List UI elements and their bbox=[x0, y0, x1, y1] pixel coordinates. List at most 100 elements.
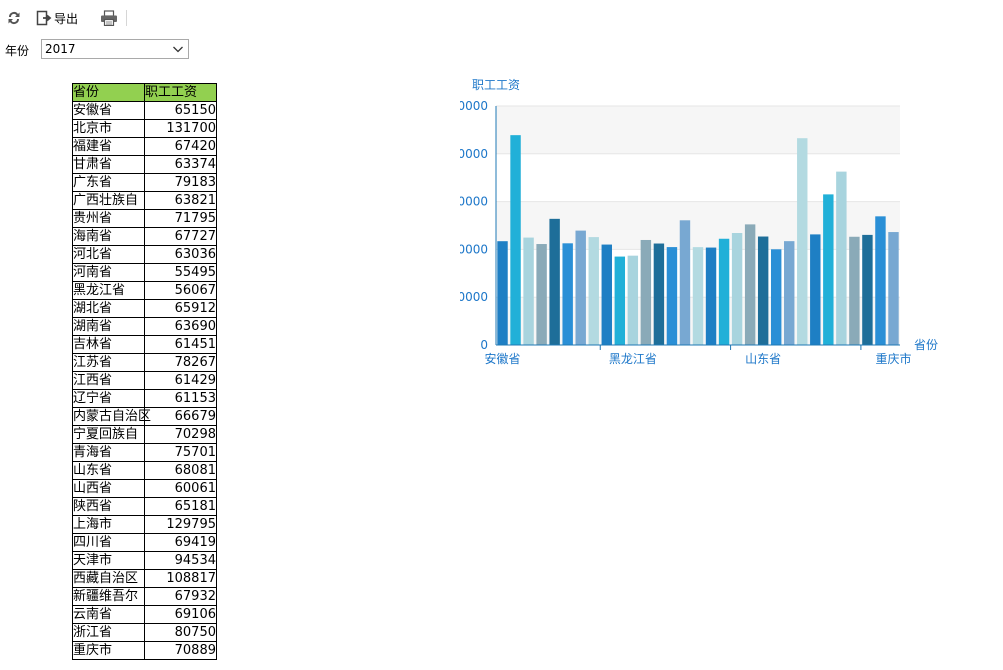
wage-cell: 69419 bbox=[144, 533, 217, 552]
bar bbox=[757, 236, 769, 345]
table-row: 北京市 131700 bbox=[72, 119, 217, 138]
table-row: 四川省 69419 bbox=[72, 533, 217, 552]
wage-cell: 94534 bbox=[144, 551, 217, 570]
bar bbox=[575, 230, 586, 345]
province-cell: 四川省 bbox=[72, 533, 145, 552]
data-table: 省份 职工工资 安徽省 65150 北京市 131700 福建省 67420 甘肃省 6337… bbox=[72, 83, 217, 660]
table-row: 河南省 55495 bbox=[72, 263, 217, 282]
table-row: 甘肃省 63374 bbox=[72, 155, 217, 174]
wage-cell: 61451 bbox=[144, 335, 217, 354]
table-row: 海南省 67727 bbox=[72, 227, 217, 246]
wage-cell: 67727 bbox=[144, 227, 217, 246]
year-select[interactable]: 2017 bbox=[41, 39, 189, 59]
table-row: 重庆市 70889 bbox=[72, 641, 217, 660]
bar bbox=[784, 241, 795, 345]
wage-cell: 65150 bbox=[144, 101, 217, 120]
y-tick-label: 150000 bbox=[460, 99, 488, 113]
y-tick-label: 0 bbox=[480, 338, 488, 352]
table-row: 安徽省 65150 bbox=[72, 101, 217, 120]
bar bbox=[836, 171, 847, 345]
year-filter-label: 年份 bbox=[5, 44, 30, 58]
bar bbox=[497, 241, 508, 345]
refresh-icon bbox=[8, 12, 20, 25]
bar bbox=[614, 256, 626, 345]
table-row: 福建省 67420 bbox=[72, 137, 217, 156]
wage-cell: 131700 bbox=[144, 119, 217, 138]
table-row: 吉林省 61451 bbox=[72, 335, 217, 354]
table-row: 山东省 68081 bbox=[72, 461, 217, 480]
wage-cell: 70889 bbox=[144, 641, 217, 660]
wage-cell: 80750 bbox=[144, 623, 217, 642]
wage-cell: 75701 bbox=[144, 443, 217, 462]
table-row: 天津市 94534 bbox=[72, 551, 217, 570]
bar bbox=[862, 234, 873, 345]
table-row: 河北省 63036 bbox=[72, 245, 217, 264]
wage-cell: 79183 bbox=[144, 173, 217, 192]
wage-cell: 60061 bbox=[144, 479, 217, 498]
table-row: 山西省 60061 bbox=[72, 479, 217, 498]
table-row: 青海省 75701 bbox=[72, 443, 217, 462]
print-button[interactable] bbox=[100, 7, 118, 29]
bar bbox=[744, 224, 756, 345]
province-cell: 江西省 bbox=[72, 371, 145, 390]
table-row: 云南省 69106 bbox=[72, 605, 217, 624]
province-cell: 吉林省 bbox=[72, 335, 145, 354]
province-cell: 云南省 bbox=[72, 605, 145, 624]
export-label: 导出 bbox=[54, 11, 79, 26]
x-tick-label: 黑龙江省 bbox=[609, 352, 657, 366]
wage-cell: 69106 bbox=[144, 605, 217, 624]
province-cell: 浙江省 bbox=[72, 623, 145, 642]
y-tick-label: 30000 bbox=[460, 290, 488, 304]
bar bbox=[692, 247, 704, 345]
province-cell: 广西壮族自 bbox=[72, 191, 145, 210]
province-cell: 湖北省 bbox=[72, 299, 145, 318]
export-button[interactable]: 导出 bbox=[36, 7, 78, 29]
table-row: 浙江省 80750 bbox=[72, 623, 217, 642]
province-cell: 山西省 bbox=[72, 479, 145, 498]
y-axis-title: 职工工资 bbox=[472, 78, 520, 92]
bar bbox=[601, 244, 612, 345]
wage-cell: 63821 bbox=[144, 191, 217, 210]
bar bbox=[536, 244, 547, 345]
province-cell: 福建省 bbox=[72, 137, 145, 156]
table-row: 湖南省 63690 bbox=[72, 317, 217, 336]
bar bbox=[718, 238, 730, 345]
bar bbox=[770, 249, 782, 345]
wage-cell: 61429 bbox=[144, 371, 217, 390]
province-cell: 贵州省 bbox=[72, 209, 145, 228]
table-row: 内蒙古自治区 66679 bbox=[72, 407, 217, 426]
wage-cell: 65912 bbox=[144, 299, 217, 318]
table-row: 新疆维吾尔 67932 bbox=[72, 587, 217, 606]
province-cell: 广东省 bbox=[72, 173, 145, 192]
bar bbox=[849, 236, 860, 345]
wage-cell: 67932 bbox=[144, 587, 217, 606]
bar bbox=[797, 138, 808, 345]
bar bbox=[679, 220, 691, 345]
y-tick-label: 60000 bbox=[460, 242, 488, 256]
bar bbox=[510, 135, 521, 345]
province-cell: 重庆市 bbox=[72, 641, 145, 660]
wage-cell: 70298 bbox=[144, 425, 217, 444]
refresh-button[interactable] bbox=[6, 7, 22, 29]
province-cell: 江苏省 bbox=[72, 353, 145, 372]
province-cell: 山东省 bbox=[72, 461, 145, 480]
bar bbox=[666, 247, 678, 345]
province-cell: 西藏自治区 bbox=[72, 569, 145, 588]
wage-cell: 78267 bbox=[144, 353, 217, 372]
x-tick-label: 安徽省 bbox=[485, 351, 521, 366]
bar bbox=[523, 237, 534, 345]
bar bbox=[875, 216, 886, 345]
bar bbox=[823, 194, 834, 345]
province-cell: 海南省 bbox=[72, 227, 145, 246]
province-cell: 内蒙古自治区 bbox=[72, 407, 152, 426]
wage-cell: 68081 bbox=[144, 461, 217, 480]
bar bbox=[562, 243, 573, 345]
table-row: 湖北省 65912 bbox=[72, 299, 217, 318]
wage-cell: 61153 bbox=[144, 389, 217, 408]
province-cell: 安徽省 bbox=[72, 101, 145, 120]
table-row: 贵州省 71795 bbox=[72, 209, 217, 228]
bar bbox=[640, 239, 652, 345]
bar bbox=[705, 247, 717, 345]
